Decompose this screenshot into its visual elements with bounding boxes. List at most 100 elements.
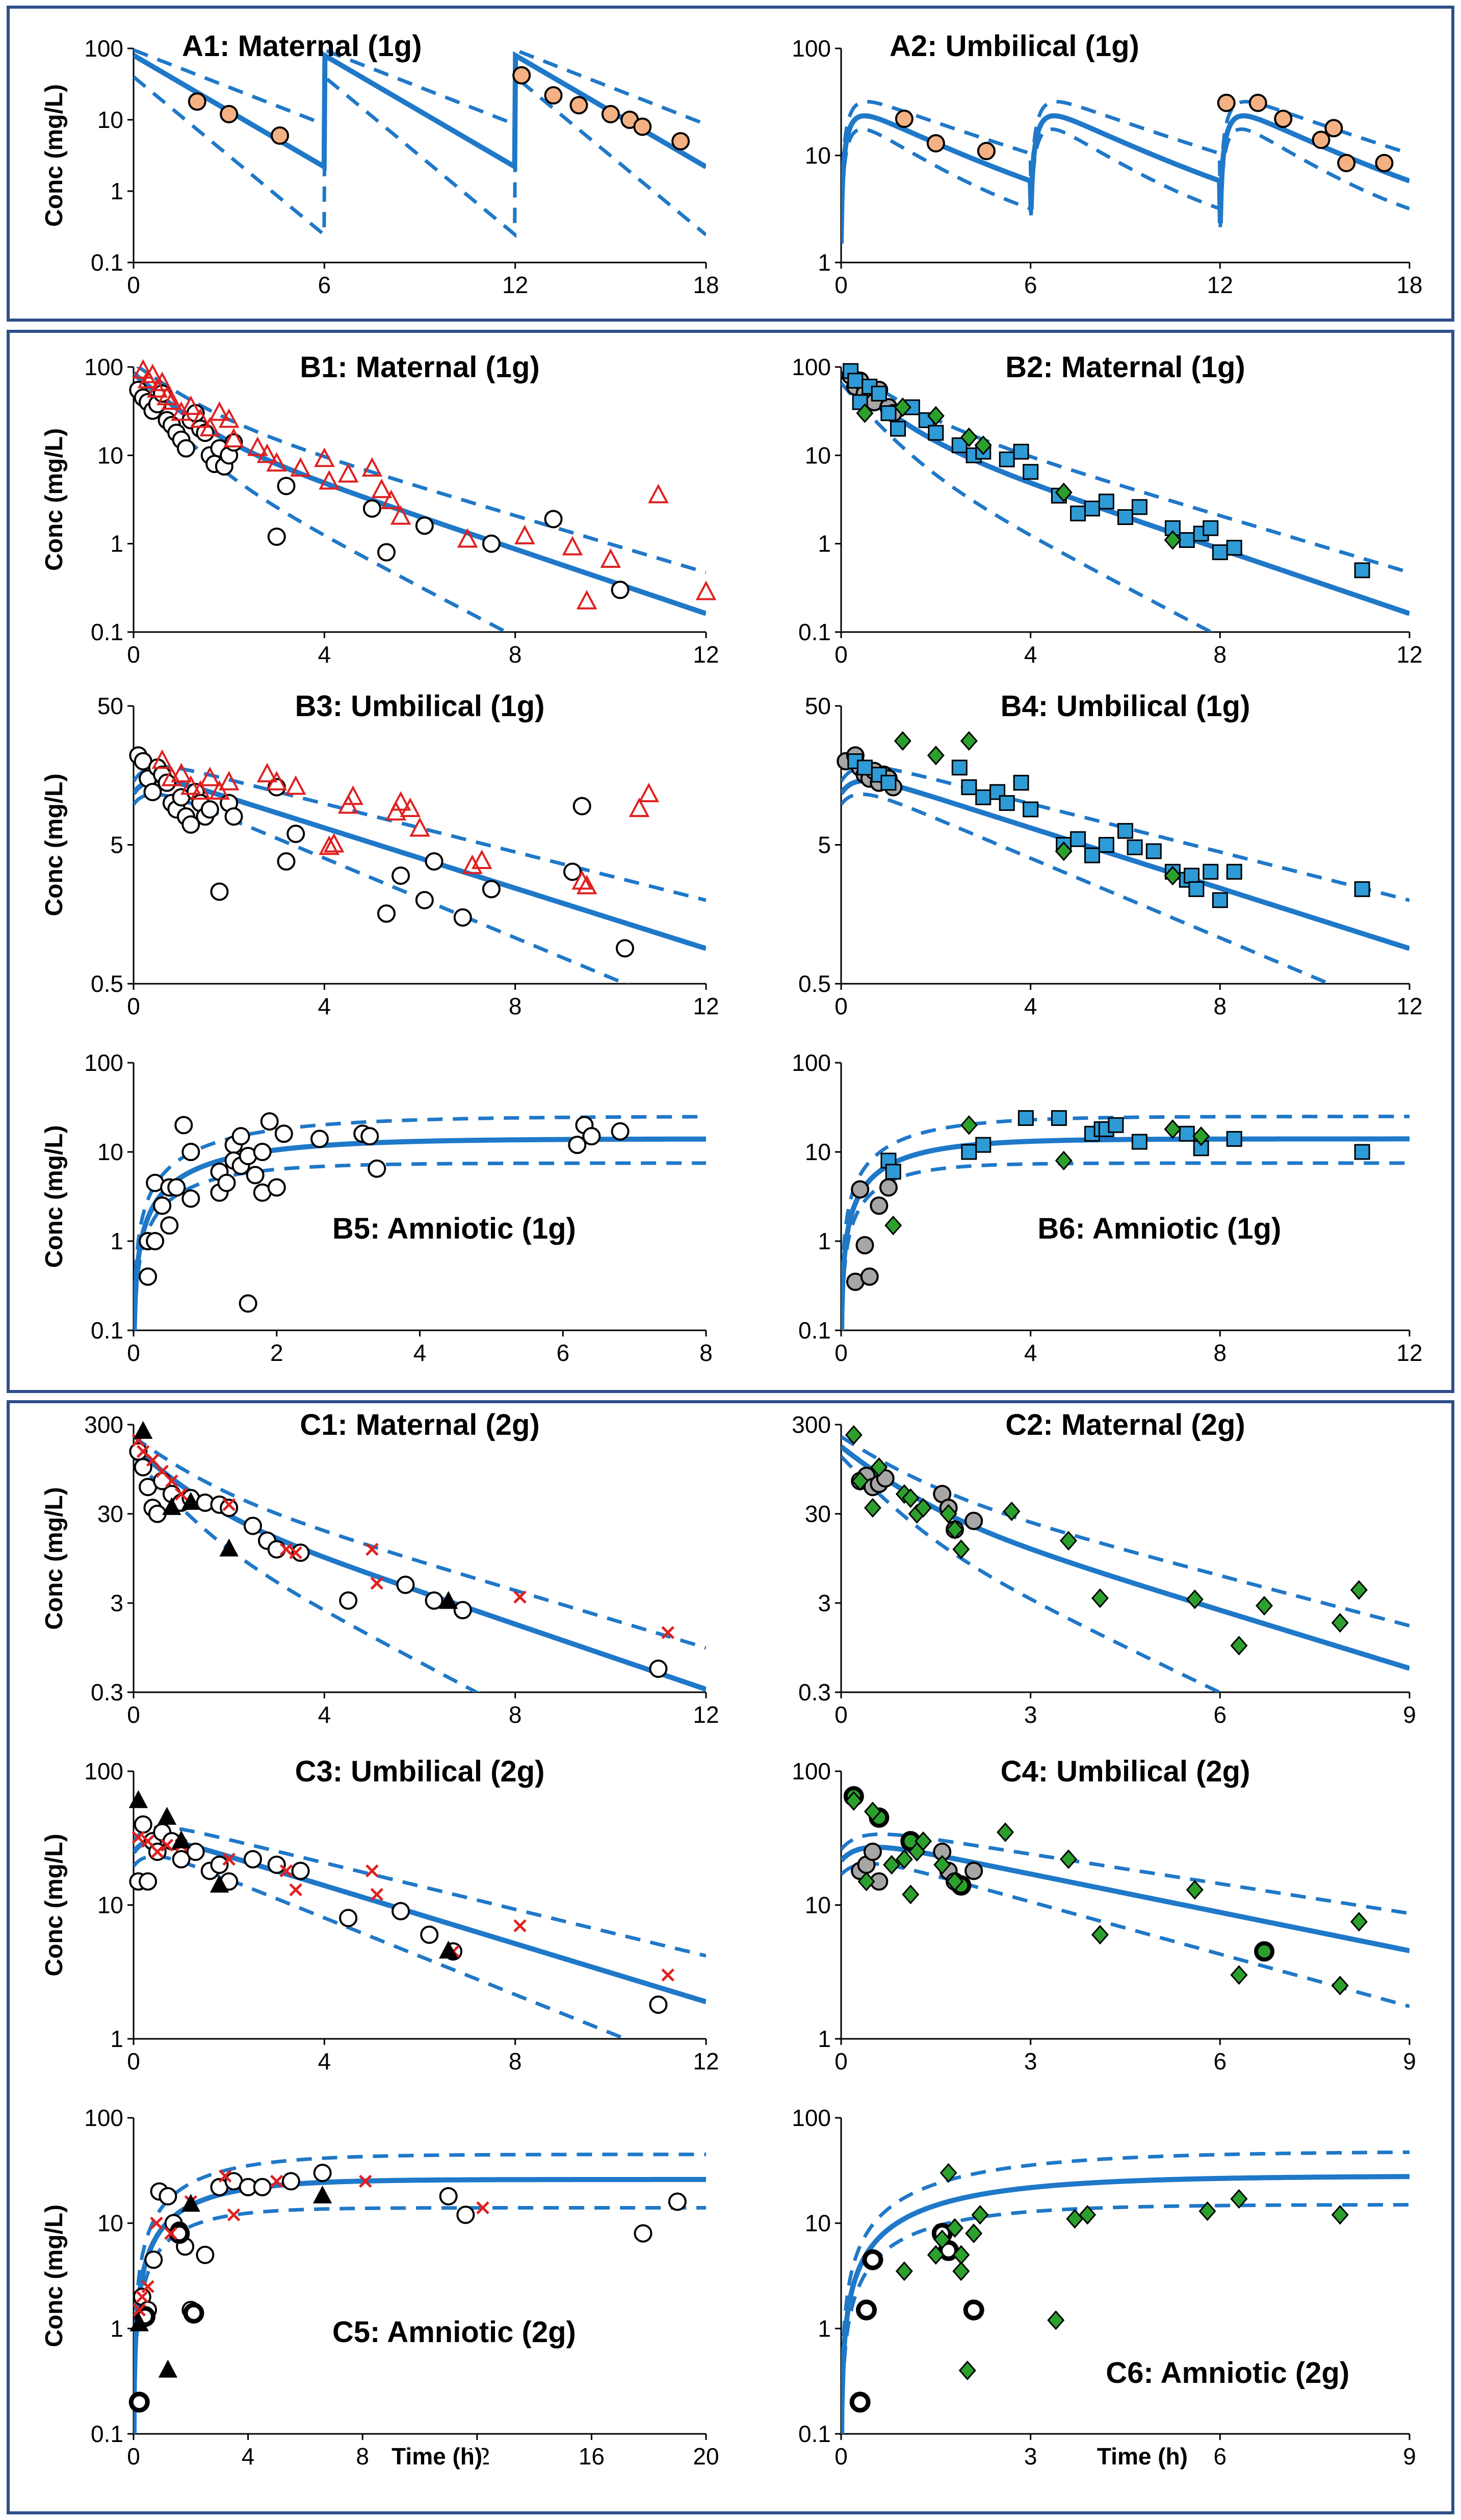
data-point-circle bbox=[1375, 153, 1394, 172]
panel-b5: 0.1 1 10 100 0 2 4 6 8 Conc (mg/L) B5: Amniotic (1… bbox=[41, 1049, 713, 1366]
data-point-triangle bbox=[199, 416, 221, 437]
x-tick-label: 20 bbox=[693, 2443, 719, 2470]
data-point-triangle bbox=[190, 408, 211, 428]
data-point-diamond bbox=[1256, 1595, 1273, 1616]
x-tick-label: 0 bbox=[127, 993, 140, 1019]
model-lower-curve bbox=[134, 381, 510, 632]
y-tick-label: 300 bbox=[792, 1411, 831, 1438]
data-point-x bbox=[160, 1839, 174, 1852]
data-point-diamond bbox=[1331, 2205, 1349, 2225]
data-point-diamond bbox=[845, 1791, 863, 1811]
x-tick-label: 12 bbox=[1396, 641, 1422, 668]
data-point-square bbox=[1070, 831, 1086, 847]
data-point-circle bbox=[926, 134, 945, 153]
y-tick-label: 100 bbox=[792, 2105, 831, 2131]
data-point-square bbox=[890, 421, 906, 437]
y-tick-label: 30 bbox=[97, 1501, 123, 1527]
data-point-triangle bbox=[256, 443, 278, 463]
data-point-diamond bbox=[940, 2163, 957, 2183]
data-point-circle bbox=[849, 2392, 871, 2413]
data-point-diamond bbox=[1055, 482, 1073, 503]
data-point-triangle bbox=[266, 771, 288, 791]
data-point-square bbox=[961, 779, 977, 795]
data-point-diamond bbox=[857, 1872, 875, 1892]
y-tick-label: 0.5 bbox=[798, 970, 831, 997]
data-point-x bbox=[132, 1831, 145, 1844]
group-frames bbox=[7, 6, 1454, 2514]
data-point-diamond bbox=[1059, 1849, 1078, 1869]
data-point-square bbox=[1108, 1117, 1124, 1133]
data-point-circle bbox=[668, 2192, 687, 2211]
data-point-diamond bbox=[927, 2245, 945, 2265]
series-group-open-circle bbox=[139, 1112, 630, 1313]
y-axis-label: Conc (mg/L) bbox=[41, 1834, 68, 1977]
data-point-square bbox=[1226, 863, 1242, 880]
x-tick-label: 2 bbox=[270, 1340, 283, 1366]
y-tick-label: 1 bbox=[110, 2315, 123, 2342]
data-point-diamond bbox=[1066, 2209, 1084, 2229]
data-point-circle bbox=[856, 2299, 877, 2321]
data-point-square bbox=[1354, 881, 1370, 897]
x-tick-label: 0 bbox=[127, 272, 140, 298]
data-point-triangle bbox=[571, 870, 593, 890]
data-point-triangle bbox=[638, 782, 660, 802]
data-point-circle bbox=[277, 852, 296, 871]
data-point-square bbox=[1203, 520, 1219, 536]
data-point-circle bbox=[453, 908, 472, 927]
model-median-curve bbox=[841, 1445, 1410, 1671]
model-lower-curve bbox=[841, 1861, 1410, 2008]
data-point-circle bbox=[158, 773, 176, 792]
x-tick-label: 8 bbox=[699, 1340, 713, 1366]
data-point-x bbox=[661, 1968, 674, 1982]
x-tick-label: 4 bbox=[318, 993, 331, 1019]
x-tick-label: 18 bbox=[1396, 272, 1422, 298]
data-point-x bbox=[222, 1498, 236, 1511]
y-tick-label: 0.1 bbox=[798, 619, 831, 645]
data-point-triangle bbox=[629, 797, 650, 817]
x-tick-label: 0 bbox=[127, 2443, 140, 2470]
series-observed bbox=[188, 66, 690, 151]
y-tick-label: 0.1 bbox=[91, 249, 123, 276]
data-point-triangle bbox=[161, 390, 182, 410]
data-point-diamond bbox=[1091, 1925, 1109, 1945]
data-point-square bbox=[1117, 823, 1133, 839]
model-median-curve bbox=[841, 2174, 1410, 2434]
data-point-circle bbox=[183, 2302, 204, 2324]
data-point-triangle bbox=[210, 1875, 229, 1893]
data-point-circle bbox=[139, 1267, 158, 1286]
data-point-diamond bbox=[902, 1884, 920, 1904]
data-point-square bbox=[999, 795, 1015, 811]
data-point-diamond bbox=[895, 2261, 913, 2281]
data-point-circle bbox=[128, 2392, 150, 2413]
x-axis-label: Time (h) bbox=[392, 2443, 482, 2470]
data-point-circle bbox=[260, 1112, 279, 1131]
data-point-x bbox=[141, 2280, 154, 2293]
y-tick-label: 10 bbox=[97, 2210, 123, 2237]
y-tick-label: 1 bbox=[818, 2026, 831, 2052]
data-point-circle bbox=[196, 424, 215, 442]
data-point-triangle bbox=[462, 854, 483, 874]
data-point-triangle bbox=[137, 369, 159, 388]
data-point-diamond bbox=[1350, 1580, 1368, 1600]
data-point-square bbox=[1084, 501, 1100, 517]
data-point-x bbox=[661, 1626, 674, 1639]
x-tick-label: 8 bbox=[509, 641, 522, 668]
data-point-diamond bbox=[1047, 2310, 1065, 2330]
data-point-diamond bbox=[883, 1855, 901, 1875]
data-point-x bbox=[218, 2169, 232, 2183]
data-point-square bbox=[1023, 801, 1039, 818]
y-tick-label: 0.3 bbox=[91, 1679, 123, 1705]
data-point-triangle bbox=[156, 385, 177, 406]
model-median-curve bbox=[841, 778, 1410, 951]
data-point-diamond bbox=[856, 403, 874, 423]
panel-title: C4: Umbilical (2g) bbox=[1001, 1755, 1250, 1788]
data-point-circle bbox=[377, 543, 396, 562]
x-tick-label: 3 bbox=[1024, 1701, 1037, 1728]
data-point-diamond bbox=[946, 1519, 964, 1540]
data-point-circle bbox=[860, 1267, 879, 1286]
x-tick-label: 3 bbox=[1024, 2443, 1037, 2470]
data-point-triangle bbox=[190, 780, 211, 800]
panel-c2: 0.3 3 30 300 0 3 6 9 C2: Maternal (2g) bbox=[792, 1408, 1416, 1728]
data-point-circle bbox=[392, 1902, 410, 1921]
data-point-square bbox=[880, 405, 897, 422]
